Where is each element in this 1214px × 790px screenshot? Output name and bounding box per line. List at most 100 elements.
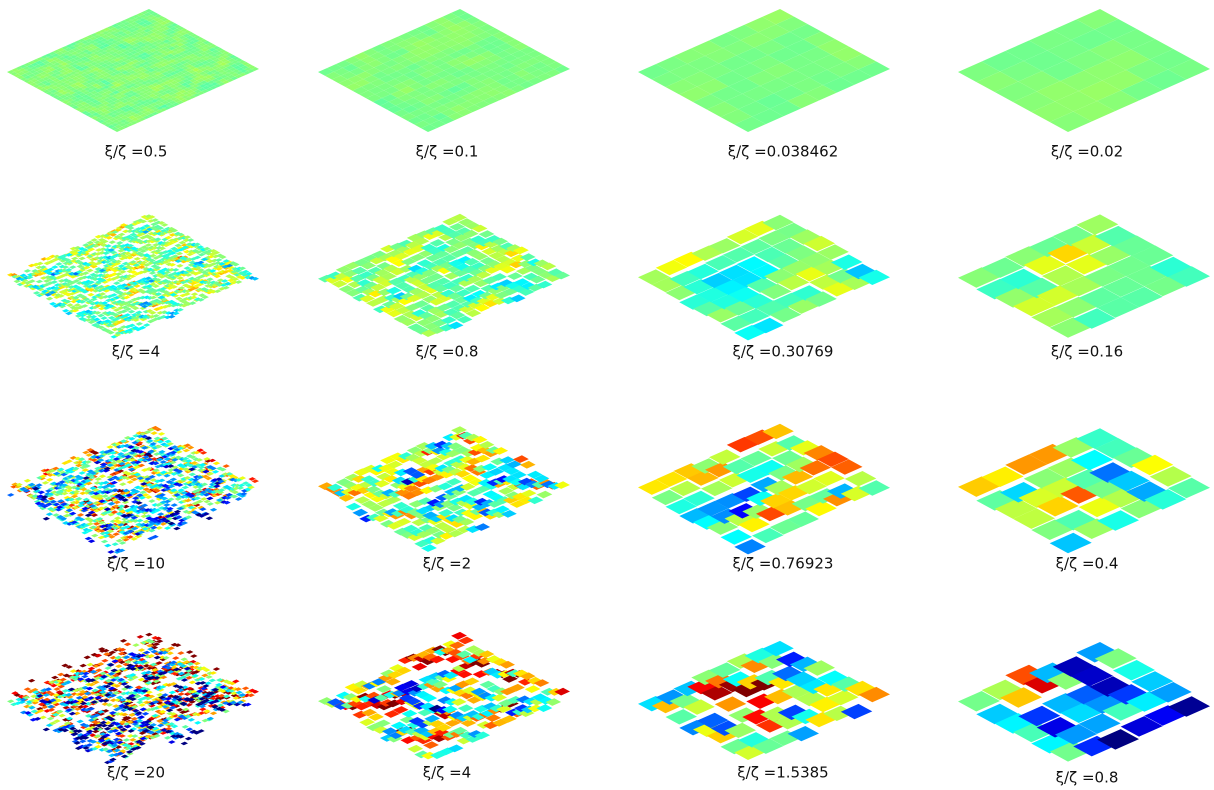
surface-cell	[50, 89, 58, 94]
surface-cell	[177, 97, 185, 101]
surface-cell	[110, 27, 118, 32]
surface-cell	[155, 259, 164, 264]
surface-cell	[129, 232, 137, 237]
surface-cell	[151, 25, 160, 29]
surface-cell	[86, 268, 94, 273]
surface-cell	[718, 55, 751, 71]
surface-cell	[473, 73, 490, 82]
surface-cell	[425, 108, 441, 117]
surface-cell	[110, 40, 119, 44]
surface-cell	[163, 93, 171, 98]
surface-cell	[485, 89, 501, 97]
surface-cell	[135, 45, 143, 49]
surface-cell	[240, 65, 249, 70]
surface-cell	[432, 112, 448, 121]
surface-cell	[187, 86, 195, 90]
surface-cell	[188, 82, 196, 86]
surface-cell	[48, 290, 57, 295]
surface-cell	[174, 243, 182, 248]
surface-cell	[331, 75, 348, 84]
surface-cell	[144, 108, 153, 112]
surface-cell	[160, 91, 168, 96]
surface-cell	[120, 61, 128, 66]
surface-cell	[127, 293, 135, 297]
surface-cell	[161, 59, 169, 63]
surface-cell	[215, 258, 223, 262]
surface-cell	[143, 57, 151, 62]
surface-cell	[505, 73, 521, 82]
surface-cell	[160, 21, 168, 26]
surface-cell	[198, 280, 207, 284]
surface-cell	[125, 39, 134, 44]
surface-cell	[419, 276, 436, 285]
surface-cell	[97, 36, 105, 41]
surface-cell	[70, 80, 79, 84]
surface-cell	[69, 58, 77, 63]
surface-cell	[10, 71, 18, 76]
surface-cell	[113, 58, 121, 62]
surface-cell	[338, 79, 355, 87]
surface-cell	[108, 311, 117, 316]
surface-cell	[16, 75, 25, 80]
surface-cell	[101, 34, 109, 39]
surface-cell	[26, 68, 34, 72]
surface-cell	[480, 77, 497, 86]
surface-cell	[218, 269, 227, 274]
surface-cell	[155, 81, 164, 85]
surface-cell	[426, 281, 442, 289]
surface-cell	[201, 295, 209, 299]
surface-cell	[404, 36, 421, 45]
surface-cell	[216, 73, 225, 77]
surface-cell	[81, 304, 89, 308]
surface-cell	[73, 98, 81, 102]
surface-cell	[84, 42, 92, 46]
surface-cell	[97, 78, 105, 82]
surface	[7, 632, 259, 765]
surface-cell	[171, 61, 180, 65]
surface-cell	[393, 48, 410, 56]
surface-cell	[122, 255, 131, 260]
surface-cell	[134, 106, 142, 111]
surface-cell	[110, 97, 119, 102]
surface-cell	[203, 66, 212, 70]
surface-cell	[131, 88, 139, 93]
surface-cell	[170, 93, 179, 98]
surface-cell	[235, 58, 243, 62]
surface-cell	[216, 60, 224, 65]
surface-cell	[145, 104, 154, 109]
surface-cell	[126, 255, 134, 260]
surface-cell	[68, 46, 77, 50]
surface-cell	[71, 64, 79, 68]
surface-cell	[157, 73, 165, 78]
surface-cell	[163, 64, 171, 69]
surface-cell	[752, 108, 784, 125]
surface-cell	[1084, 60, 1126, 81]
surface-cell	[540, 57, 557, 66]
surface-cell	[143, 111, 152, 116]
surface-cell	[71, 76, 80, 81]
surface-cell	[349, 67, 366, 76]
surface-cell	[140, 55, 148, 60]
surface-cell	[72, 248, 81, 253]
surface-cell	[172, 32, 180, 36]
surface-cell	[209, 269, 217, 273]
surface-cell	[1023, 50, 1066, 71]
surface-cell	[31, 75, 39, 79]
surface-cell	[46, 75, 54, 79]
surface-cell	[193, 64, 201, 68]
surface-cell	[212, 46, 221, 50]
surface-cell	[113, 99, 122, 104]
surface-cell	[109, 117, 117, 122]
surface-cell	[137, 95, 145, 100]
surface-cell	[215, 267, 223, 271]
surface-cell	[638, 64, 670, 80]
surface-cell	[159, 95, 167, 99]
surface-cell	[180, 86, 188, 90]
surface-cell	[399, 86, 416, 94]
surface-cell	[119, 300, 127, 305]
surface-cell	[113, 74, 121, 78]
surface-cell	[143, 99, 151, 103]
surface-cell	[190, 87, 199, 92]
surface-cell	[476, 93, 493, 101]
surface-cell	[206, 472, 215, 476]
